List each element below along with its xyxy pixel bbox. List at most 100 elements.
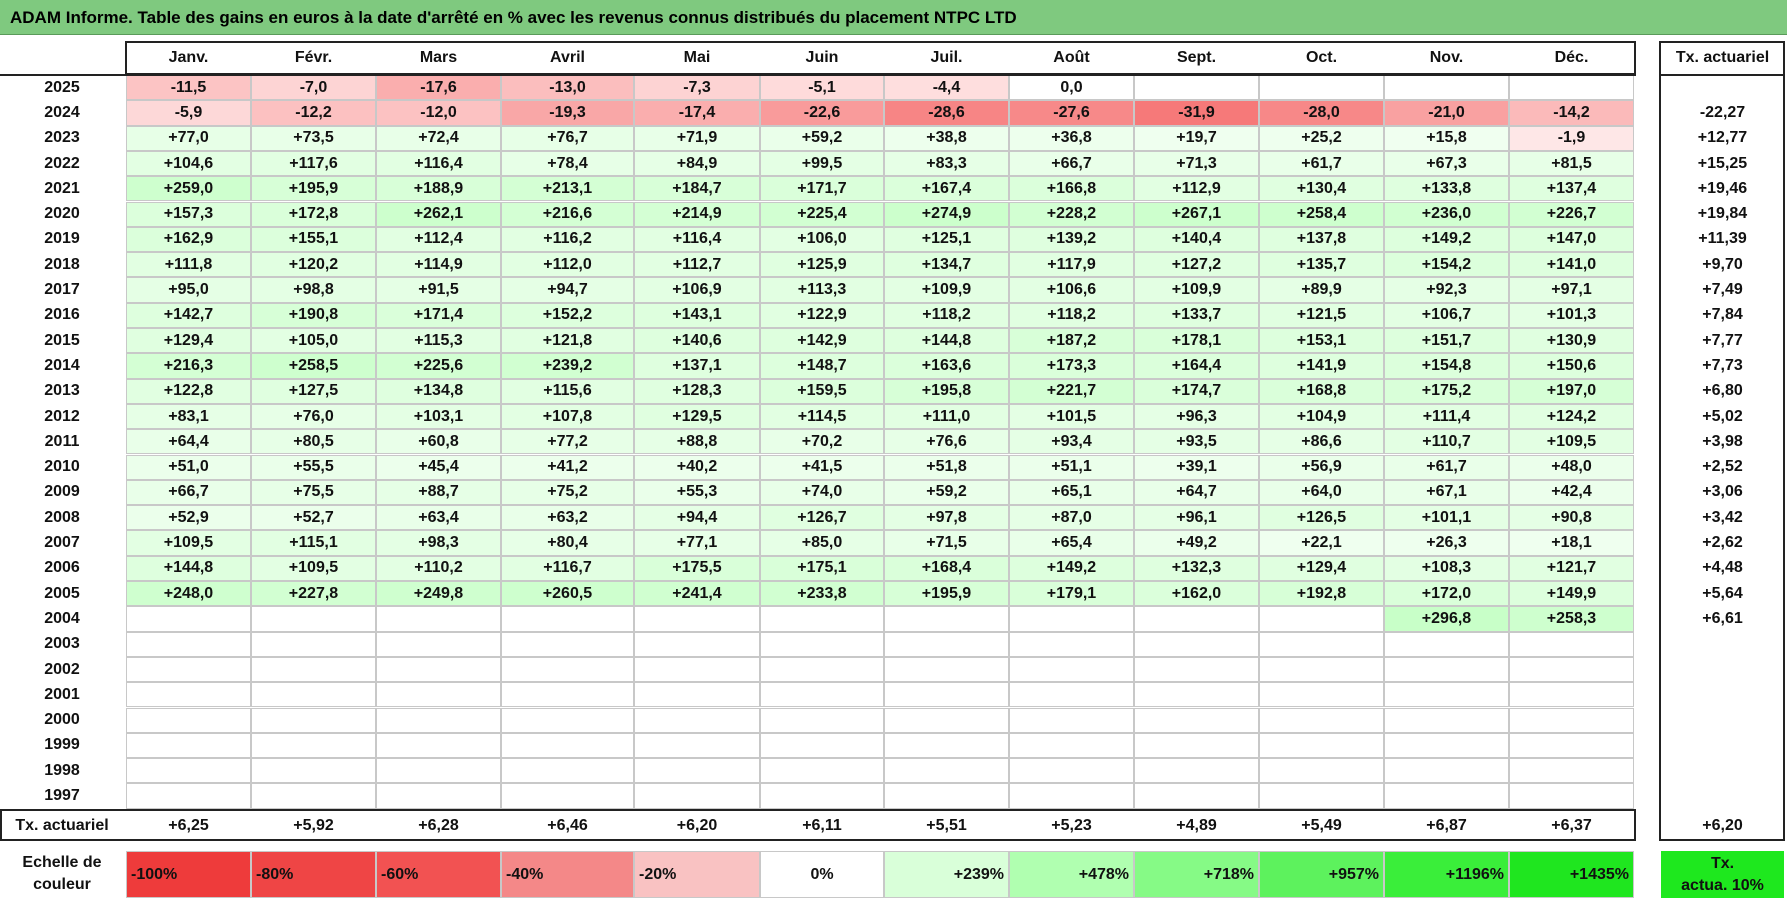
gain-cell	[251, 631, 376, 657]
year-label: 1998	[44, 761, 80, 779]
gain-cell: -1,9	[1509, 125, 1634, 151]
gain-cell: +159,5	[760, 378, 884, 404]
gain-cell: +64,4	[126, 429, 251, 455]
gain-cell: +258,4	[1259, 201, 1384, 227]
gain-cell: +110,2	[376, 555, 501, 581]
gain-cell	[634, 707, 760, 733]
gain-cell	[1259, 631, 1384, 657]
gain-cell: -22,6	[760, 100, 884, 126]
gain-cell: +117,6	[251, 150, 376, 177]
tx-cell: +4,48	[1702, 559, 1743, 577]
year-label: 2001	[44, 685, 80, 703]
gain-cell	[1509, 75, 1634, 101]
gain-cell	[1009, 732, 1134, 759]
tx-cell: +2,52	[1702, 458, 1743, 476]
month-header: Déc.	[1554, 49, 1589, 66]
gain-cell	[1509, 783, 1634, 809]
report-title: ADAM Informe. Table des gains en euros à…	[0, 0, 1787, 35]
gain-cell: +137,4	[1509, 176, 1634, 202]
gain-cell: +111,0	[884, 403, 1009, 430]
gain-cell: +140,6	[634, 328, 760, 354]
gain-cell	[1509, 631, 1634, 657]
gain-cell	[1384, 783, 1509, 809]
gain-cell: +84,9	[634, 150, 760, 177]
gain-cell: +149,2	[1384, 226, 1509, 253]
gain-cell: +106,9	[634, 277, 760, 303]
color-scale-swatch: -100%	[126, 851, 251, 898]
gain-cell: -21,0	[1384, 100, 1509, 126]
gain-cell	[884, 758, 1009, 784]
gain-cell: +111,8	[126, 252, 251, 278]
gain-cell	[884, 606, 1009, 632]
gain-cell: +97,1	[1509, 277, 1634, 303]
gain-cell: +52,9	[126, 505, 251, 531]
gain-cell: +225,6	[376, 353, 501, 379]
gain-cell	[251, 606, 376, 632]
gain-cell	[126, 783, 251, 809]
gain-cell: +137,8	[1259, 226, 1384, 253]
gain-cell: +72,4	[376, 125, 501, 151]
gain-cell	[1259, 606, 1384, 632]
gain-cell	[1009, 783, 1134, 809]
gain-cell: +67,3	[1384, 150, 1509, 177]
gain-cell: +114,9	[376, 252, 501, 278]
gain-cell: +236,0	[1384, 201, 1509, 227]
gain-cell: +126,7	[760, 505, 884, 531]
gain-cell	[376, 707, 501, 733]
gain-cell: +41,2	[501, 454, 634, 480]
gain-cell: +154,8	[1384, 353, 1509, 379]
gain-cell: +141,9	[1259, 353, 1384, 379]
gain-cell: +112,4	[376, 226, 501, 253]
gain-cell	[760, 682, 884, 708]
tx-cell: +5,02	[1702, 407, 1743, 425]
gain-cell: +241,4	[634, 581, 760, 607]
gain-cell	[1259, 75, 1384, 101]
gain-cell	[1384, 682, 1509, 708]
gain-cell	[884, 732, 1009, 759]
footer-value: +6,37	[1551, 816, 1592, 834]
gain-cell: +163,6	[884, 353, 1009, 379]
gain-cell: +130,9	[1509, 328, 1634, 354]
gain-cell: +184,7	[634, 176, 760, 202]
gain-cell	[760, 656, 884, 683]
gain-cell: +115,6	[501, 378, 634, 404]
gain-cell: +115,3	[376, 328, 501, 354]
gain-cell: +147,0	[1509, 226, 1634, 253]
gain-cell	[884, 682, 1009, 708]
gain-cell: +101,5	[1009, 403, 1134, 430]
gain-cell: +77,2	[501, 429, 634, 455]
gain-cell: +166,8	[1009, 176, 1134, 202]
month-header: Juil.	[930, 49, 963, 66]
gain-cell	[884, 783, 1009, 809]
gain-cell	[634, 758, 760, 784]
gain-cell: +227,8	[251, 581, 376, 607]
gain-cell: +104,9	[1259, 403, 1384, 430]
year-label: 2016	[44, 306, 80, 324]
gain-cell	[1509, 707, 1634, 733]
year-label: 2003	[44, 635, 80, 653]
gain-cell: +56,9	[1259, 454, 1384, 480]
color-scale-label-line1: Echelle de	[22, 853, 102, 871]
gain-cell	[1134, 758, 1259, 784]
tx-cell: +7,77	[1702, 331, 1743, 349]
gain-cell	[1009, 682, 1134, 708]
gain-cell: +66,7	[1009, 150, 1134, 177]
gain-cell	[251, 732, 376, 759]
footer-tx: +6,20	[1702, 816, 1743, 834]
year-label: 1999	[44, 736, 80, 754]
gain-cell	[1134, 707, 1259, 733]
gain-cell: +192,8	[1259, 581, 1384, 607]
gain-cell: +121,8	[501, 328, 634, 354]
year-label: 2002	[44, 660, 80, 678]
gain-cell: +134,8	[376, 378, 501, 404]
footer-frame	[0, 809, 1636, 841]
gain-cell	[884, 631, 1009, 657]
color-scale-swatch: -80%	[251, 851, 376, 898]
gain-cell: -12,2	[251, 100, 376, 126]
month-header: Févr.	[294, 49, 333, 66]
gain-cell: +154,2	[1384, 252, 1509, 278]
gain-cell: +127,2	[1134, 252, 1259, 278]
gain-cell: +175,2	[1384, 378, 1509, 404]
tx-cell: +11,39	[1698, 230, 1747, 248]
gain-cell: +51,8	[884, 454, 1009, 480]
